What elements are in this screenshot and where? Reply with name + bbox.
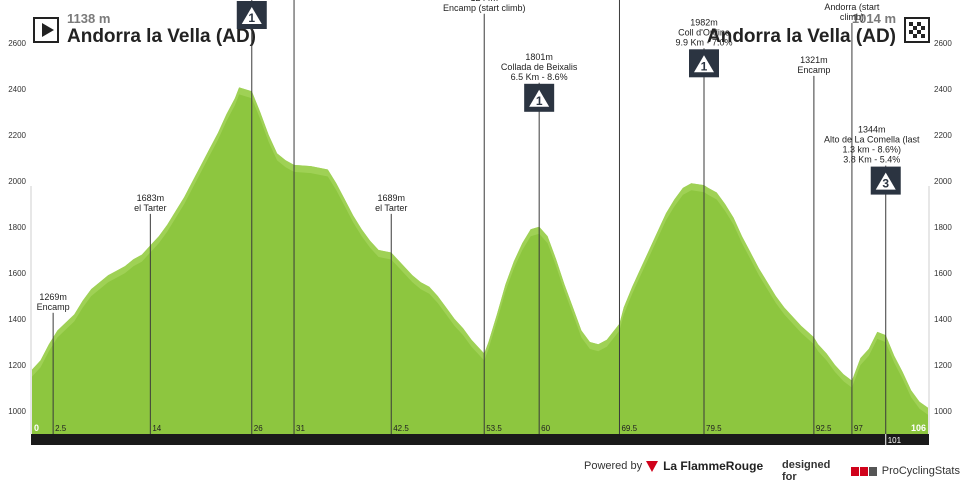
waypoint-10-line-0: 1132m [838,0,865,2]
waypoint-6-line-0: 1801m [525,52,553,62]
start-elevation: 1138 m [67,11,111,26]
play-flag-icon [33,17,59,43]
powered-by-label: Powered by [584,460,643,472]
km-marker-97: 97 [854,424,863,433]
km-marker-0: 0 [34,423,39,433]
y-tick-right-2600: 2600 [934,39,952,48]
finish-place: Andorra la Vella (AD) [707,26,896,47]
waypoint-8-line-0: 1982m [690,17,718,27]
waypoint-5-line-1: Encamp (start climb) [443,3,526,13]
powered-by: Powered by La FlammeRouge [584,459,763,473]
y-tick-left-1600: 1600 [8,269,26,278]
y-tick-right-2400: 2400 [934,85,952,94]
y-tick-left-2000: 2000 [8,177,26,186]
waypoint-0-line-1: Encamp [37,302,70,312]
waypoint-8-line-2: 9.9 Km - 7.0% [675,37,732,47]
finish-header: 1014 m Andorra la Vella (AD) [707,12,930,48]
waypoint-0-line-0: 1269m [39,292,67,302]
km-marker-2.5: 2.5 [55,424,67,433]
y-tick-left-1200: 1200 [8,361,26,370]
procyclingstats-brand[interactable]: ProCyclingStats [881,465,960,477]
y-tick-left-1800: 1800 [8,223,26,232]
waypoint-11-line-0: 1344m [858,125,886,135]
waypoint-11-line-2: 1.3 km - 8.6%) [842,145,901,155]
km-marker-14: 14 [152,424,161,433]
y-tick-right-1400: 1400 [934,315,952,324]
waypoint-9-line-0: 1321m [800,55,828,65]
km-marker-53.5: 53.5 [486,424,502,433]
km-marker-92.5: 92.5 [816,424,832,433]
waypoint-11-line-3: 3.8 Km - 5.4% [843,155,900,165]
designed-for-label: designed for [782,459,831,483]
profile-highlight [32,87,928,415]
distance-bar [31,434,929,445]
y-tick-left-2600: 2600 [8,39,26,48]
category-triangle-2 [241,7,262,24]
pcs-logo-icon [850,466,878,476]
start-header: 1138 m Andorra la Vella (AD) [33,12,256,48]
km-marker-101-label: 101 [888,436,902,445]
y-tick-right-1800: 1800 [934,223,952,232]
waypoint-10-line-1: Andorra (start [824,2,880,12]
waypoint-10-line-2: climb) [840,12,864,22]
waypoint-4-line-1: el Tarter [375,203,407,213]
waypoint-1-line-1: el Tarter [134,203,166,213]
y-tick-left-2400: 2400 [8,85,26,94]
la-flamme-rouge-logo[interactable]: La FlammeRouge [646,459,763,473]
category-number-6: 1 [536,94,543,108]
waypoint-9-line-1: Encamp [797,65,830,75]
km-marker-26: 26 [254,424,263,433]
profile-area [32,87,928,435]
y-tick-left-1000: 1000 [8,407,26,416]
flamme-rouge-icon [646,460,659,472]
waypoint-4-line-0: 1689m [377,193,405,203]
km-marker-69.5: 69.5 [621,424,637,433]
km-marker-31: 31 [296,424,305,433]
start-place: Andorra la Vella (AD) [67,26,256,47]
designed-for: designed for ProCyclingStats [782,459,960,483]
km-marker-106: 106 [911,423,926,433]
km-marker-42.5: 42.5 [393,424,409,433]
la-flamme-rouge-brand: La FlammeRouge [663,459,764,473]
waypoint-1-line-0: 1683m [137,193,165,203]
y-tick-right-1600: 1600 [934,269,952,278]
waypoint-6-line-2: 6.5 Km - 8.6% [511,72,568,82]
waypoint-5-line-0: 1244m [470,0,498,3]
waypoint-6-line-1: Collada de Beixalis [501,62,578,72]
y-tick-right-2200: 2200 [934,131,952,140]
y-tick-right-1200: 1200 [934,361,952,370]
waypoint-11-line-1: Alto de La Comella (last [824,135,920,145]
y-tick-right-2000: 2000 [934,177,952,186]
category-triangle-8 [694,55,714,73]
category-number-11: 3 [882,177,889,191]
checkered-flag-icon [904,17,930,43]
km-marker-79.5: 79.5 [706,424,722,433]
km-marker-60: 60 [541,424,550,433]
y-tick-right-1000: 1000 [934,407,952,416]
waypoint-8-line-1: Coll d'Ordino [678,27,730,37]
y-tick-left-1400: 1400 [8,315,26,324]
category-number-8: 1 [701,59,708,73]
finish-elevation: 1014 m [851,11,896,26]
category-triangle-11 [875,172,896,190]
category-triangle-6 [529,89,550,107]
category-number-2: 1 [248,11,255,25]
y-tick-left-2200: 2200 [8,131,26,140]
